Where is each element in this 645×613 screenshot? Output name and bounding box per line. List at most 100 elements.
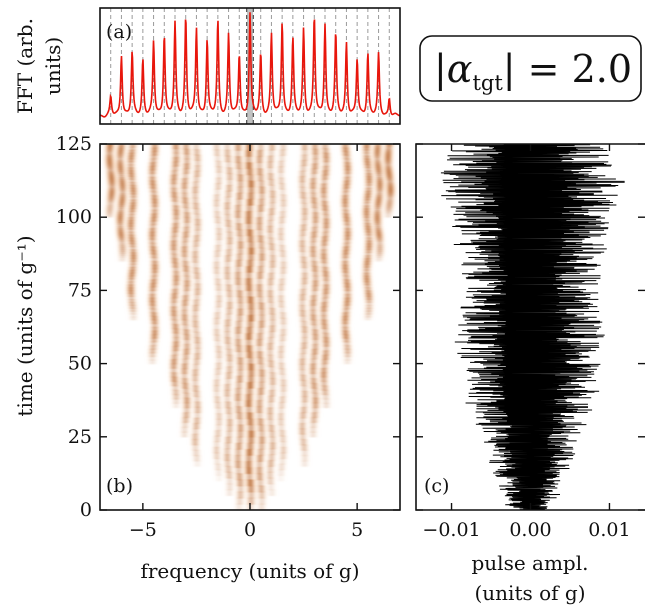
ridge-segment — [193, 283, 202, 290]
ridge-segment — [309, 290, 319, 296]
ridge-segment — [320, 170, 331, 176]
ridge-segment — [374, 255, 385, 258]
ridge-segment — [279, 256, 288, 263]
ridge-segment — [310, 329, 320, 335]
ridge-segment — [150, 264, 160, 270]
ridge-segment — [213, 188, 222, 196]
ridge-segment — [363, 316, 373, 321]
ridge-segment — [321, 165, 331, 171]
ridge-segment — [266, 296, 275, 303]
ridge-segment — [224, 407, 234, 414]
ridge-segment — [148, 279, 159, 284]
ridge-segment — [310, 344, 320, 350]
ridge-segment — [383, 152, 394, 155]
ridge-segment — [181, 144, 191, 150]
ridge-segment — [373, 198, 384, 202]
ridge-segment — [117, 239, 127, 243]
ridge-segment — [235, 491, 245, 499]
ridge-segment — [311, 339, 321, 345]
ridge-segment — [126, 158, 136, 163]
ridge-segment — [116, 204, 127, 208]
ridge-segment — [149, 191, 159, 196]
ridge-segment — [320, 389, 330, 395]
ridge-segment — [375, 243, 385, 247]
ridge-segment — [126, 173, 137, 177]
ridge-segment — [115, 225, 126, 229]
ridge-segment — [243, 156, 254, 163]
ridge-segment — [107, 183, 117, 185]
ridge-segment — [299, 256, 308, 263]
ridge-segment — [364, 243, 374, 248]
ridge-segment — [364, 293, 374, 297]
ridge-segment — [243, 339, 254, 346]
ridge-segment — [342, 220, 352, 226]
ridge-segment — [319, 302, 329, 308]
ridge-segment — [256, 449, 266, 456]
ridge-segment — [169, 231, 180, 237]
ridge-segment — [383, 165, 394, 168]
ridge-segment — [107, 181, 117, 184]
ridge-segment — [257, 259, 267, 267]
ridge-segment — [224, 161, 233, 169]
ridge-segment — [363, 167, 374, 171]
ridge-segment — [256, 479, 265, 487]
ridge-segment — [255, 394, 265, 401]
panel-a-ylabel-line1: FFT (arb. — [13, 18, 37, 114]
ridge-segment — [215, 172, 224, 179]
ridge-segment — [373, 165, 383, 169]
ridge-segment — [372, 155, 383, 159]
ridge-segment — [149, 253, 159, 259]
ridge-segment — [383, 208, 394, 211]
ridge-segment — [170, 227, 180, 233]
ridge-segment — [319, 192, 329, 198]
ridge-segment — [182, 348, 192, 355]
ridge-segment — [105, 168, 116, 171]
ridge-segment — [385, 195, 396, 198]
ridge-segment — [321, 280, 331, 286]
ridge-segment — [148, 283, 158, 288]
ridge-segment — [193, 412, 202, 419]
ridge-segment — [342, 279, 352, 284]
ridge-segment — [117, 186, 128, 190]
ridge-segment — [341, 187, 351, 193]
ridge-segment — [214, 239, 223, 246]
ridge-segment — [362, 220, 372, 224]
ridge-segment — [364, 302, 374, 306]
x-tick-label: −5 — [129, 519, 157, 541]
ridge-segment — [126, 217, 136, 221]
ridge-segment — [268, 313, 277, 321]
ridge-segment — [383, 158, 393, 161]
ridge-segment — [310, 407, 320, 413]
ridge-segment — [363, 193, 373, 198]
ridge-segment — [214, 306, 222, 313]
ridge-segment — [191, 186, 200, 193]
ridge-segment — [225, 179, 234, 186]
ridge-segment — [191, 433, 200, 440]
ridge-segment — [225, 302, 234, 309]
ridge-segment — [343, 352, 353, 357]
ridge-segment — [300, 326, 309, 333]
ridge-segment — [223, 319, 232, 327]
ridge-segment — [192, 299, 201, 306]
ridge-segment — [298, 369, 307, 376]
ridge-segment — [267, 266, 277, 274]
ridge-segment — [127, 205, 138, 210]
ridge-segment — [268, 255, 277, 262]
ridge-segment — [257, 192, 267, 200]
ridge-segment — [266, 231, 275, 239]
ridge-segment — [104, 148, 115, 151]
ridge-segment — [298, 428, 307, 435]
ridge-segment — [223, 155, 233, 163]
ridge-segment — [363, 255, 373, 259]
ridge-segment — [225, 360, 235, 368]
ridge-segment — [214, 346, 223, 353]
ridge-segment — [373, 229, 384, 233]
ridge-segment — [128, 184, 138, 189]
ridge-segment — [181, 417, 191, 423]
ridge-segment — [372, 216, 383, 219]
ridge-segment — [116, 237, 127, 241]
ridge-segment — [225, 167, 234, 174]
ridge-segment — [300, 154, 309, 161]
ridge-segment — [126, 296, 137, 300]
ridge-segment — [268, 384, 277, 391]
